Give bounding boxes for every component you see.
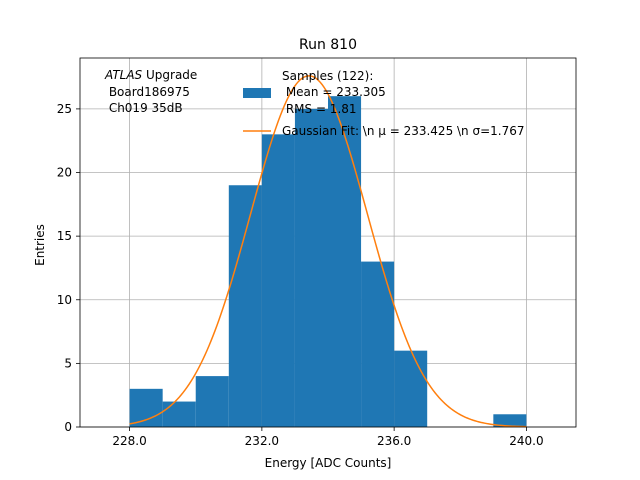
x-axis-ticks: 228.0 232.0 236.0 240.0 [112,427,544,448]
legend-samples-line1: Samples (122): [282,69,373,83]
y-axis-ticks: 0 5 10 15 20 25 [57,102,80,434]
x-tick-label: 240.0 [509,434,543,448]
histogram-bars [129,96,527,428]
annotation-board: Board186975 [105,85,190,99]
y-tick-label: 5 [64,356,72,370]
x-tick-label: 228.0 [112,434,146,448]
x-axis-label: Energy [ADC Counts] [265,456,392,470]
y-tick-label: 25 [57,102,72,116]
histogram-bar [361,261,395,427]
histogram-bar [261,134,295,427]
chart-title: Run 810 [299,37,357,53]
axes-frame [79,57,577,428]
svg-text:ATLAS Upgrade: ATLAS Upgrade [104,68,197,82]
x-tick-label: 236.0 [377,434,411,448]
annotation-atlas: ATLAS [104,68,143,82]
histogram-bar [394,350,428,427]
y-tick-label: 0 [64,420,72,434]
histogram-bar [228,185,262,427]
histogram-bar [493,414,527,427]
x-tick-label: 232.0 [245,434,279,448]
legend-samples-swatch [243,88,271,98]
gaussian-fit-curve [129,75,527,428]
y-tick-label: 15 [57,229,72,243]
histogram-bar [129,388,163,427]
legend: Samples (122): Mean = 233.305 RMS = 1.81… [243,69,525,138]
annotation-upgrade: Upgrade [142,68,197,82]
y-axis-label: Entries [33,224,47,266]
atlas-annotation: ATLAS Upgrade Board186975 Ch019 35dB [104,68,197,115]
histogram-bar [195,376,229,427]
histogram-bar [328,96,362,427]
histogram-bar [294,108,328,428]
legend-samples-line3: RMS = 1.81 [282,102,357,116]
histogram-bar [162,401,196,427]
legend-fit-label: Gaussian Fit: \n μ = 233.425 \n σ=1.767 [282,124,525,138]
legend-samples-line2: Mean = 233.305 [282,85,386,99]
y-tick-label: 20 [57,166,72,180]
annotation-channel: Ch019 35dB [105,101,183,115]
y-tick-label: 10 [57,293,72,307]
